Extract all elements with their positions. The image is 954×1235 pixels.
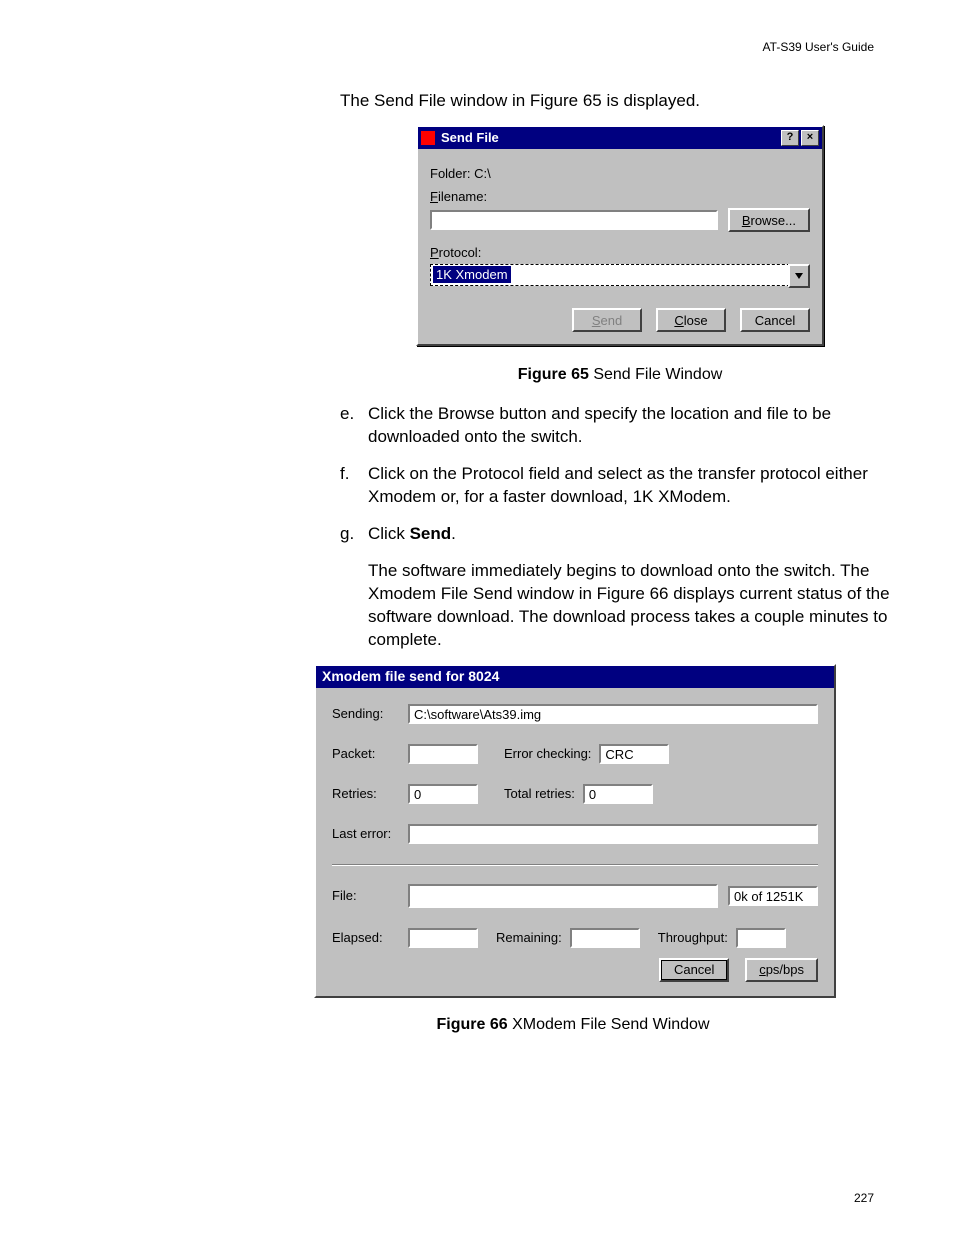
figure65-caption: Figure 65 Send File Window [340, 364, 900, 386]
titlebar: Send File ? × [418, 127, 822, 149]
list-item: f. Click on the Protocol field and selec… [340, 463, 900, 509]
send-button[interactable]: Send [572, 308, 642, 332]
xmodem-dialog: Xmodem file send for 8024 Sending: C:\so… [314, 664, 836, 998]
doc-header: AT-S39 User's Guide [763, 40, 874, 54]
app-icon [421, 131, 435, 145]
elapsed-field [408, 928, 478, 948]
filename-input[interactable] [430, 210, 718, 230]
cpsbps-button[interactable]: cps/bps [745, 958, 818, 982]
protocol-label: Protocol: [430, 244, 810, 262]
window-title: Send File [441, 129, 779, 147]
file-label: File: [332, 888, 408, 903]
packet-field [408, 744, 478, 764]
errorchecking-label: Error checking: [504, 746, 591, 761]
list-item: g. Click Send. [340, 523, 900, 546]
sending-label: Sending: [332, 706, 408, 721]
throughput-field [736, 928, 786, 948]
list-item: e. Click the Browse button and specify t… [340, 403, 900, 449]
cancel-button[interactable]: Cancel [740, 308, 810, 332]
folder-label: Folder: C:\ [430, 165, 810, 183]
intro-paragraph: The Send File window in Figure 65 is dis… [340, 90, 900, 113]
after-steps-paragraph: The software immediately begins to downl… [368, 560, 900, 652]
close-button[interactable]: Close [656, 308, 726, 332]
errorchecking-field: CRC [599, 744, 669, 764]
window-title: Xmodem file send for 8024 [316, 666, 834, 688]
throughput-label: Throughput: [658, 930, 728, 945]
retries-field: 0 [408, 784, 478, 804]
remaining-label: Remaining: [496, 930, 562, 945]
totalretries-field: 0 [583, 784, 653, 804]
protocol-combo[interactable]: 1K Xmodem [430, 264, 810, 286]
sending-field: C:\software\Ats39.img [408, 704, 818, 724]
help-icon[interactable]: ? [781, 130, 799, 146]
send-file-dialog: Send File ? × Folder: C:\ Filename: Brow… [416, 125, 824, 346]
file-progress [408, 884, 718, 908]
lasterror-label: Last error: [332, 826, 408, 841]
close-icon[interactable]: × [801, 130, 819, 146]
chevron-down-icon[interactable] [788, 264, 810, 288]
remaining-field [570, 928, 640, 948]
filename-label: Filename: [430, 188, 810, 206]
step-list: e. Click the Browse button and specify t… [340, 403, 900, 546]
file-size-field: 0k of 1251K [728, 886, 818, 906]
lasterror-field [408, 824, 818, 844]
packet-label: Packet: [332, 746, 408, 761]
divider [332, 864, 818, 866]
cancel-button[interactable]: Cancel [659, 958, 729, 982]
elapsed-label: Elapsed: [332, 930, 408, 945]
protocol-value: 1K Xmodem [433, 266, 511, 284]
figure66-caption: Figure 66 XModem File Send Window [314, 1016, 832, 1034]
totalretries-label: Total retries: [504, 786, 575, 801]
page-number: 227 [854, 1191, 874, 1205]
browse-button[interactable]: Browse... [728, 208, 810, 232]
retries-label: Retries: [332, 786, 408, 801]
